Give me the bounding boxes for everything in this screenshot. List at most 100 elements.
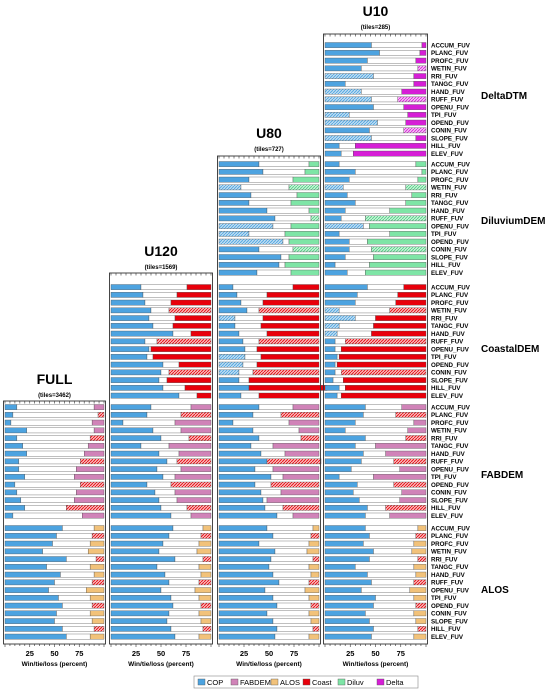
- bar-win-opend_fuv: [4, 481, 16, 488]
- bar-win-accum_fuv: [110, 284, 142, 290]
- bar-loss-rri_fuv: [300, 435, 320, 441]
- bar-loss-tangc_fuv: [405, 200, 427, 206]
- bar-loss-wetin_fuv: [411, 548, 427, 555]
- bar-tie-accum_fuv: [365, 525, 419, 531]
- bar-tie-rri_fuv: [373, 73, 415, 79]
- bar-tie-accum_fuv: [367, 284, 404, 290]
- bar-tie-conin_fuv: [369, 127, 404, 134]
- bar-win-tangc_fuv: [4, 564, 47, 570]
- bar-win-hand_fuv: [324, 450, 364, 457]
- bar-win-planc_fuv: [218, 292, 238, 298]
- group-alos: [324, 525, 427, 640]
- bar-loss-conin_fuv: [174, 489, 212, 496]
- bar-tie-hill_fuv: [24, 505, 67, 511]
- bar-tie-hill_fuv: [338, 385, 346, 391]
- bar-win-slope_fuv: [110, 497, 160, 503]
- bar-loss-opend_fuv: [367, 238, 427, 245]
- bar-win-profc_fuv: [218, 419, 234, 426]
- bar-tie-slope_fuv: [332, 377, 344, 383]
- bar-tie-accum_fuv: [150, 404, 192, 410]
- row-label-accum_fuv: ACCUM_FUV: [431, 404, 471, 411]
- bar-win-openu_fuv: [324, 346, 336, 352]
- bar-tie-elev_fuv: [274, 633, 310, 640]
- bar-win-elev_fuv: [324, 633, 372, 640]
- bar-tie-hand_fuv: [266, 207, 310, 214]
- bar-loss-openu_fuv: [290, 223, 320, 229]
- bar-tie-conin_fuv: [238, 369, 254, 376]
- row-label-tangc_fuv: TANGC_FUV: [431, 81, 469, 88]
- bar-loss-hill_fuv: [417, 626, 427, 632]
- dem-label-coastaldem: CoastalDEM: [481, 344, 539, 355]
- bar-win-opend_fuv: [110, 361, 164, 368]
- bar-loss-conin_fuv: [76, 489, 105, 496]
- row-label-hand_fuv: HAND_FUV: [431, 451, 466, 458]
- bar-win-ruff_fuv: [324, 458, 362, 465]
- bar-tie-hand_fuv: [172, 330, 192, 337]
- bar-loss-hill_fuv: [186, 505, 212, 511]
- panel-title: U80: [256, 125, 282, 141]
- bar-tie-planc_fuv: [363, 412, 396, 418]
- bar-loss-wetin_fuv: [407, 427, 427, 434]
- bar-tie-planc_fuv: [146, 412, 182, 418]
- row-label-hand_fuv: HAND_FUV: [431, 89, 466, 96]
- bar-tie-conin_fuv: [365, 610, 415, 617]
- bar-tie-hand_fuv: [336, 330, 372, 337]
- bar-loss-tangc_fuv: [172, 323, 212, 329]
- bar-tie-rri_fuv: [66, 556, 97, 562]
- bar-loss-profc_fuv: [174, 419, 212, 426]
- bar-win-conin_fuv: [4, 610, 57, 617]
- bar-tie-rri_fuv: [270, 556, 314, 562]
- panel-frame: [217, 155, 321, 645]
- bar-tie-hill_fuv: [170, 626, 204, 632]
- bar-loss-wetin_fuv: [93, 427, 105, 434]
- bar-tie-tangc_fuv: [250, 443, 274, 449]
- bar-loss-wetin_fuv: [298, 427, 320, 434]
- bar-tie-slope_fuv: [166, 618, 202, 624]
- x-tick-label: 50: [371, 649, 379, 658]
- bar-tie-ruff_fuv: [361, 458, 394, 465]
- legend-swatch-diluv: [337, 678, 346, 686]
- bar-loss-tangc_fuv: [168, 443, 212, 449]
- bar-loss-profc_fuv: [170, 299, 212, 306]
- row-label-elev_fuv: ELEV_FUV: [431, 270, 464, 277]
- bar-win-accum_fuv: [218, 404, 260, 410]
- row-label-tangc_fuv: TANGC_FUV: [431, 200, 469, 207]
- row-label-tpi_fuv: TPI_FUV: [431, 231, 457, 238]
- row-label-hand_fuv: HAND_FUV: [431, 208, 466, 215]
- row-label-hill_fuv: HILL_FUV: [431, 505, 461, 512]
- bar-win-elev_fuv: [4, 512, 14, 519]
- legend-swatch-delta: [376, 678, 385, 686]
- bar-tie-profc_fuv: [355, 299, 396, 306]
- bar-tie-accum_fuv: [258, 161, 310, 167]
- bar-loss-openu_fuv: [256, 346, 320, 352]
- bar-win-profc_fuv: [324, 57, 368, 64]
- bar-loss-accum_fuv: [308, 161, 320, 167]
- bar-win-hand_fuv: [110, 330, 174, 337]
- bar-tie-profc_fuv: [144, 299, 172, 306]
- bar-loss-openu_fuv: [194, 587, 212, 593]
- row-label-tpi_fuv: TPI_FUV: [431, 112, 457, 119]
- bar-win-wetin_fuv: [324, 307, 340, 314]
- bar-tie-tpi_fuv: [248, 231, 286, 237]
- bar-tie-accum_fuv: [338, 161, 417, 167]
- x-tick-label: 75: [290, 649, 298, 658]
- bar-win-elev_fuv: [324, 150, 342, 157]
- bar-tie-conin_fuv: [160, 369, 170, 376]
- bar-win-planc_fuv: [110, 533, 170, 539]
- bar-tie-slope_fuv: [280, 254, 290, 260]
- bar-loss-planc_fuv: [176, 292, 212, 298]
- legend-swatch-alos: [270, 678, 279, 686]
- bar-loss-elev_fuv: [258, 392, 320, 399]
- bar-win-tpi_fuv: [324, 112, 350, 118]
- bar-tie-conin_fuv: [349, 246, 372, 253]
- bar-win-planc_fuv: [324, 169, 356, 175]
- bar-loss-elev_fuv: [292, 512, 320, 519]
- bar-win-tpi_fuv: [324, 474, 340, 480]
- bar-loss-hill_fuv: [202, 626, 212, 632]
- bar-tie-opend_fuv: [349, 238, 368, 245]
- bar-loss-opend_fuv: [200, 602, 212, 609]
- panel-u10: U10 (tiles=285) 25 50 75 Win/tie/loss (percen…: [323, 3, 428, 668]
- group-fabdem: [218, 404, 322, 519]
- bar-win-elev_fuv: [324, 269, 348, 276]
- bar-tie-ruff_fuv: [168, 579, 200, 586]
